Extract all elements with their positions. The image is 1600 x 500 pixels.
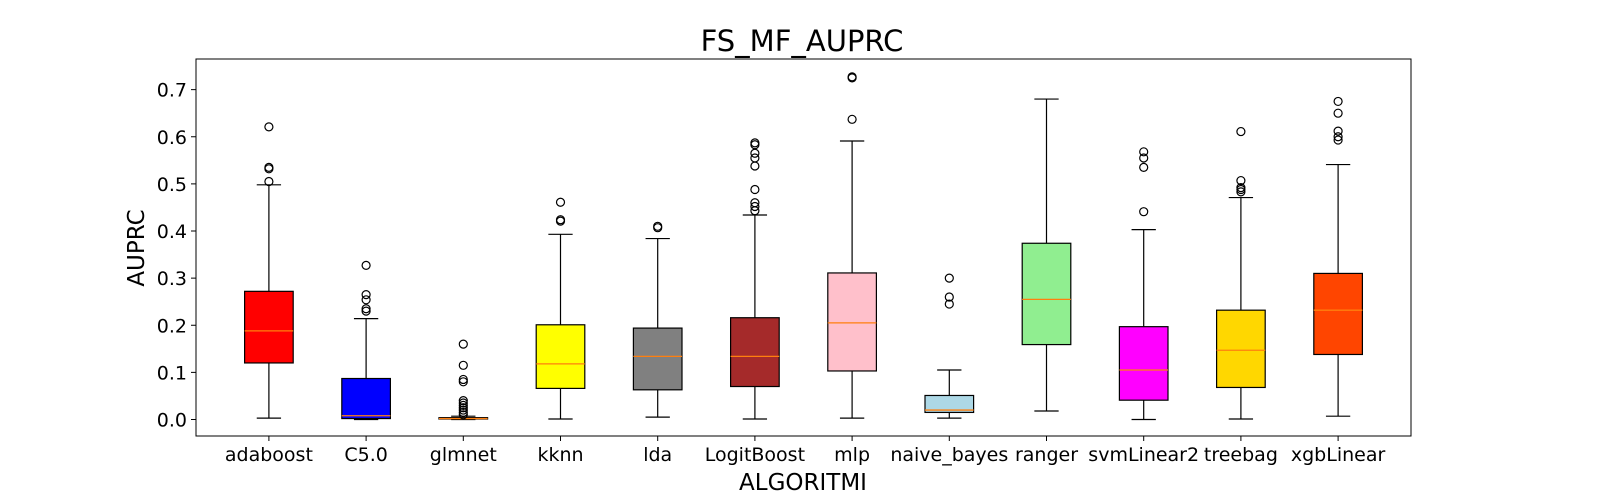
outlier-point [847,72,857,82]
x-axis-label: ALGORITMI [739,470,867,496]
y-tick-label: 0.7 [157,80,187,102]
box-LogitBoost [729,317,780,388]
y-tick-label: 0.1 [157,362,187,384]
outlier-point [1333,126,1343,136]
outlier-point [750,140,760,150]
box-kknn [535,324,586,390]
outlier-point [1139,207,1149,217]
box-group-ranger [1021,98,1072,412]
outlier-point [1139,162,1149,172]
box-C5.0 [341,377,391,420]
y-tick-label: 0.6 [157,127,187,149]
outlier-point [750,138,760,148]
outlier-point [1333,96,1343,107]
outlier-point [555,197,566,207]
box-lda [632,327,683,391]
outlier-point [1139,153,1149,163]
outlier-point [264,122,274,132]
outlier-point [458,374,468,385]
box-treebag [1215,309,1266,389]
outlier-point [458,403,468,413]
outlier-point [458,360,468,370]
box-group-kknn [535,197,586,420]
outlier-point [750,198,760,208]
outlier-point [1236,126,1246,137]
x-tick-label: kknn [537,444,583,466]
box-group-treebag [1215,126,1266,420]
outlier-point [944,292,954,302]
box-group-naive_bayes [924,273,975,419]
box-naive_bayes [924,394,975,414]
x-tick-label: LogitBoost [705,444,805,466]
x-tick-label: lda [643,444,672,466]
box-adaboost [244,290,294,364]
outlier-point [458,396,468,406]
x-tick-label: glmnet [430,444,497,466]
outlier-point [944,273,954,283]
plot-area [244,72,1364,421]
y-tick-label: 0.2 [157,315,187,337]
y-tick-label: 0.0 [157,410,187,432]
outlier-point [1333,135,1343,145]
outlier-point [1139,147,1149,157]
outlier-point [361,304,371,314]
outlier-point [264,162,274,172]
outlier-point [750,153,760,163]
outlier-point [1333,108,1343,118]
outlier-point [264,176,274,187]
outlier-point [458,377,468,387]
outlier-point [458,410,468,420]
box-svmLinear2 [1118,326,1169,401]
outlier-point [750,161,760,171]
box-group-lda [632,221,683,418]
x-tick-label: svmLinear2 [1088,444,1199,466]
x-tick-label: C5.0 [344,444,387,466]
plot-frame [195,58,1412,437]
outlier-point [458,339,468,349]
outlier-point [458,407,468,418]
x-tick-label: treebag [1204,444,1278,466]
y-axis-label: AUPRC [124,209,150,286]
outlier-point [458,400,468,410]
box-group-mlp [827,72,877,419]
x-tick-label: naive_bayes [890,444,1008,466]
box-ranger [1021,242,1072,346]
outlier-point [458,405,468,415]
outlier-point [555,215,566,225]
outlier-point [847,114,857,124]
box-mlp [827,272,877,372]
outlier-point [1236,187,1246,197]
box-group-adaboost [244,122,294,419]
outlier-point [750,148,760,158]
y-tick-label: 0.5 [157,174,187,196]
box-xgbLinear [1313,272,1364,356]
box-group-glmnet [438,339,489,421]
outlier-point [361,295,371,305]
outlier-point [653,221,663,231]
box-group-xgbLinear [1313,96,1364,417]
outlier-point [944,299,954,309]
outlier-point [361,306,371,316]
x-tick-label: xgbLinear [1291,444,1386,466]
box-group-C5.0 [341,260,391,421]
outlier-point [361,290,371,300]
box-group-svmLinear2 [1118,147,1169,421]
x-tick-label: adaboost [225,444,313,466]
outlier-point [458,398,468,408]
x-tick-label: ranger [1015,444,1078,466]
outlier-point [361,260,371,271]
outlier-point [1333,132,1343,142]
axes: adaboost C5.0 glmnet kknn lda LogitBoost mlp na… [157,80,1386,466]
box-group-LogitBoost [729,138,780,420]
outlier-point [750,184,760,195]
y-tick-label: 0.4 [157,221,187,243]
outlier-point [1236,183,1246,193]
chart-title: FS_MF_AUPRC [701,24,904,58]
outlier-point [750,201,760,212]
x-tick-label: mlp [834,444,870,466]
y-tick-label: 0.3 [157,268,187,290]
outlier-point [1236,175,1246,186]
